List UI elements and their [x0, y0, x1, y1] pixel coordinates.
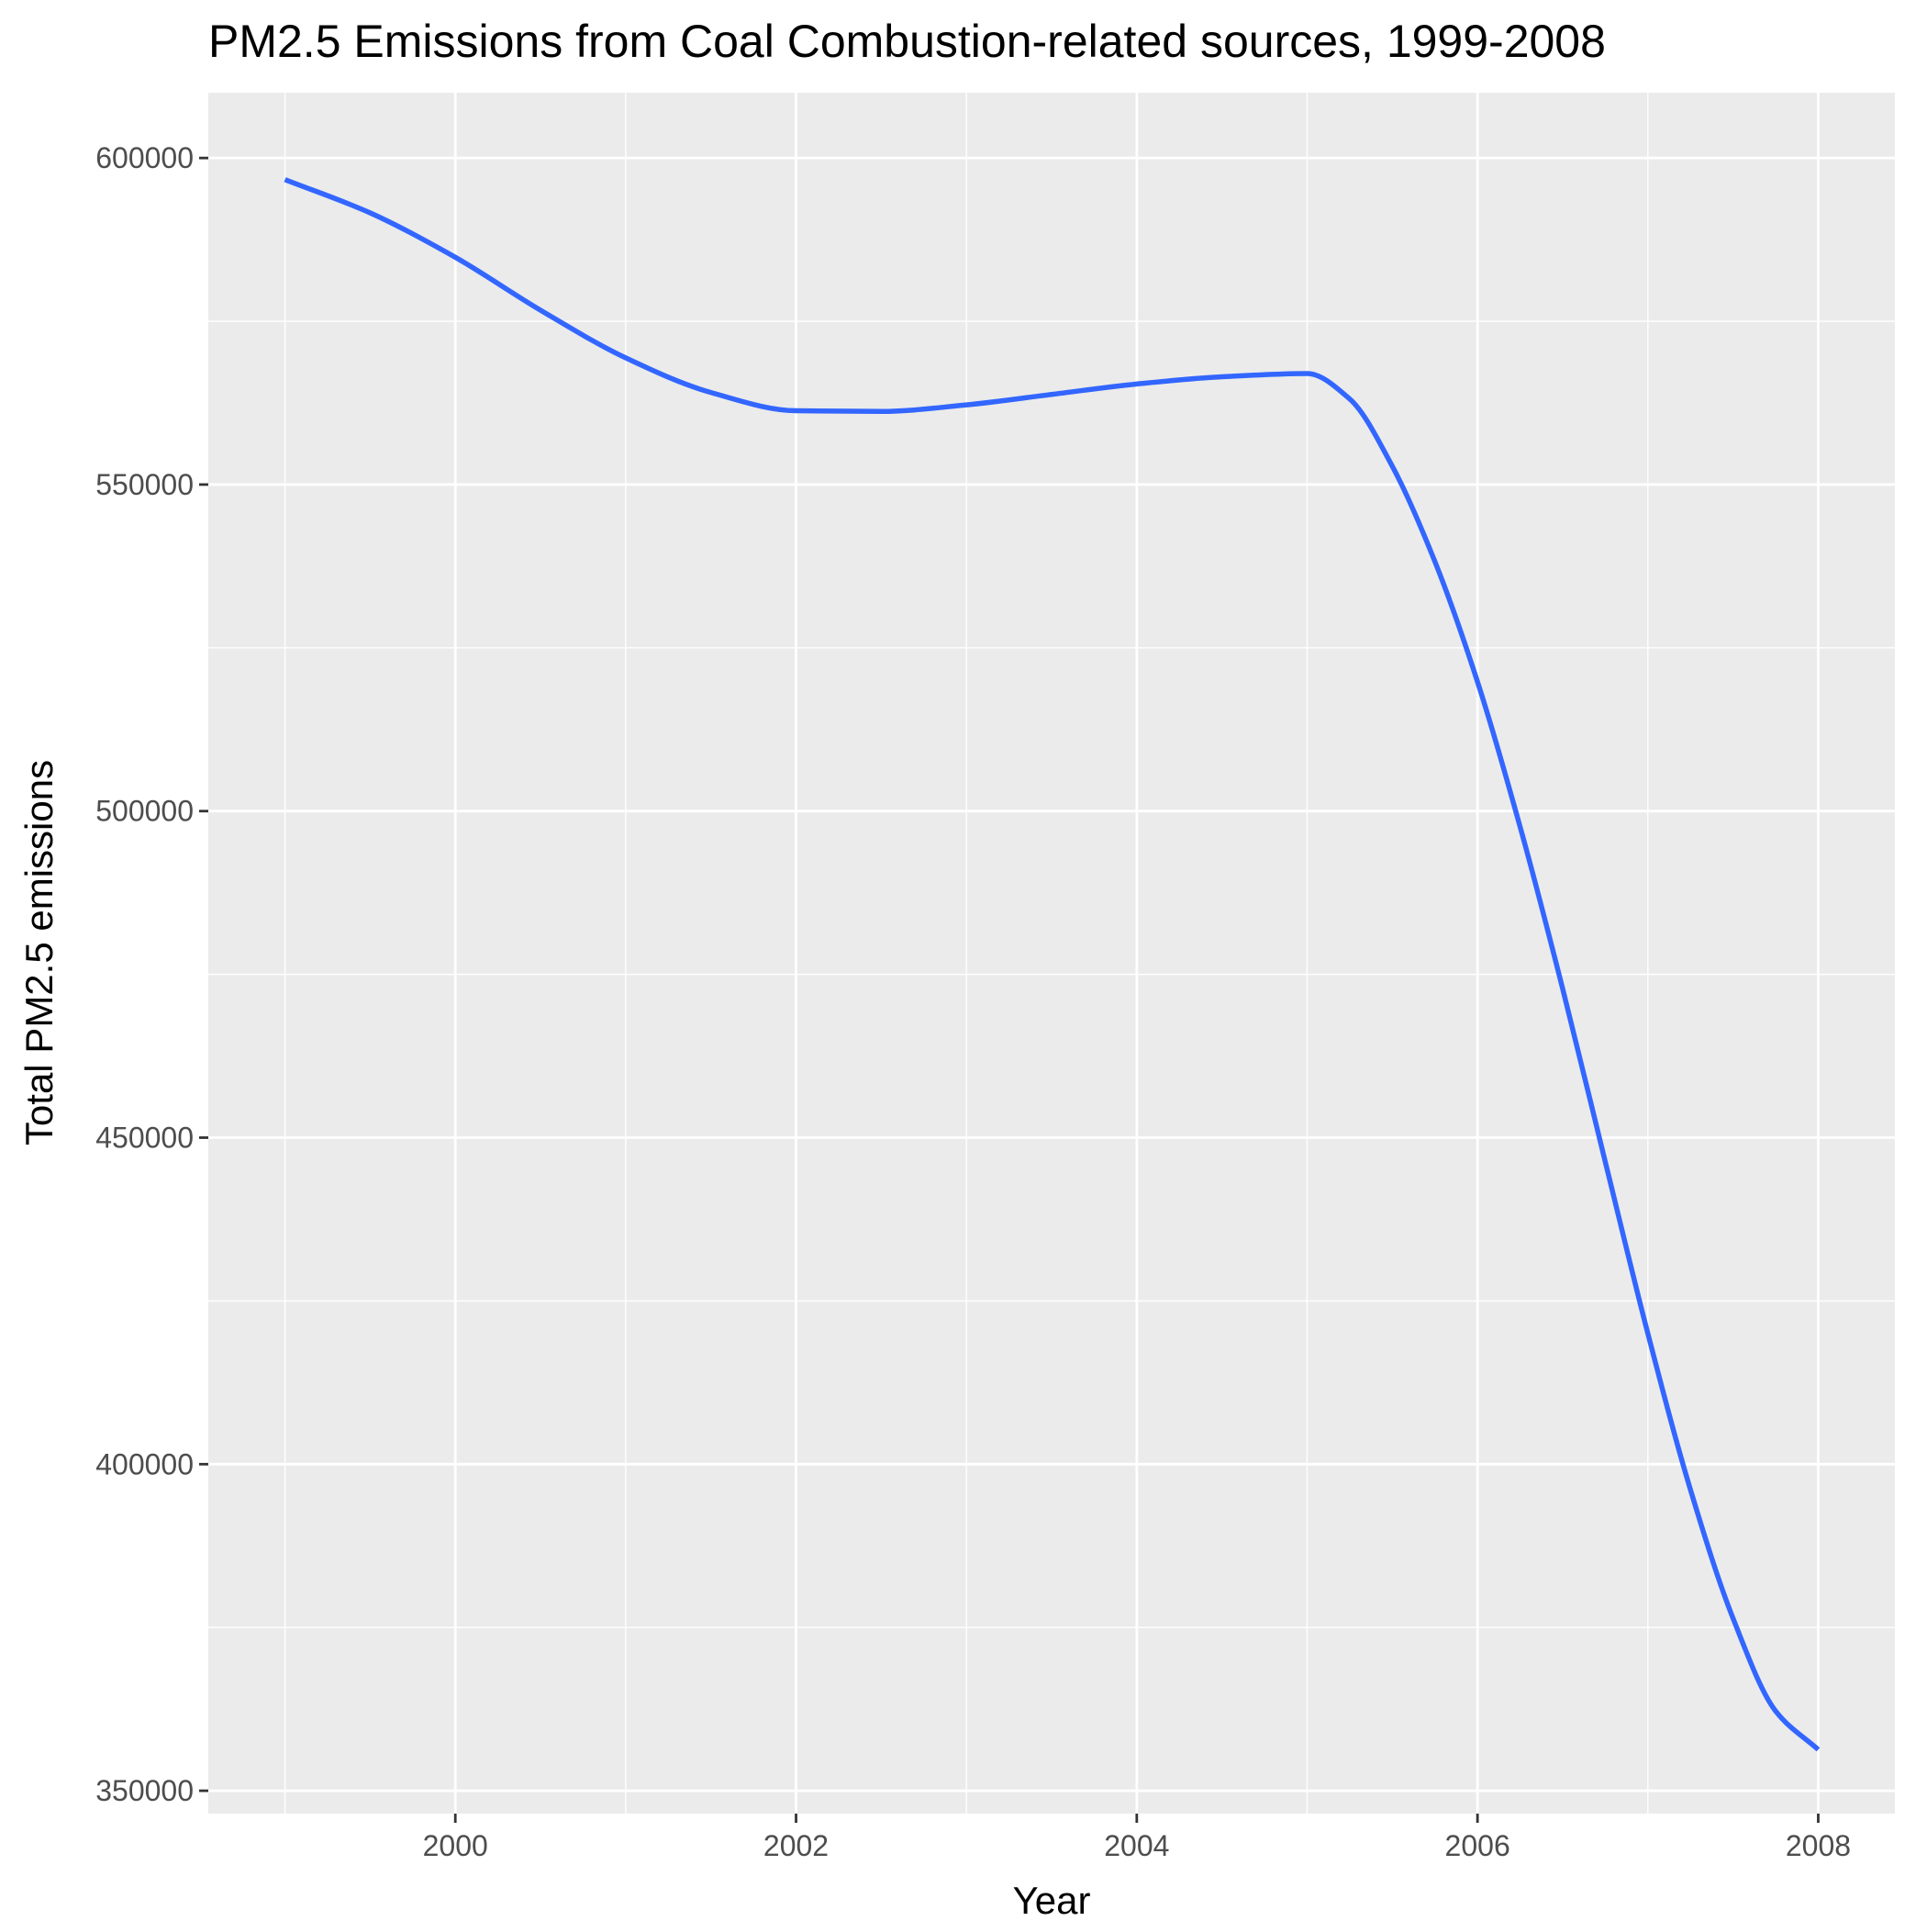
plot-panel [208, 93, 1895, 1814]
x-tick-label: 2002 [763, 1829, 829, 1862]
y-tick-label: 350000 [95, 1774, 194, 1807]
y-tick-label: 400000 [95, 1447, 194, 1480]
x-tick-label: 2004 [1104, 1829, 1169, 1862]
y-tick-label: 550000 [95, 468, 194, 501]
chart-title: PM2.5 Emissions from Coal Combustion-rel… [208, 16, 1606, 67]
y-tick-label: 600000 [95, 141, 194, 174]
y-tick-label: 500000 [95, 795, 194, 828]
x-tick-label: 2006 [1445, 1829, 1510, 1862]
x-tick-label: 2000 [423, 1829, 488, 1862]
y-axis-title: Total PM2.5 emissions [17, 760, 61, 1145]
y-tick-label: 450000 [95, 1122, 194, 1155]
x-tick-label: 2008 [1786, 1829, 1851, 1862]
x-axis-title: Year [1013, 1879, 1091, 1922]
